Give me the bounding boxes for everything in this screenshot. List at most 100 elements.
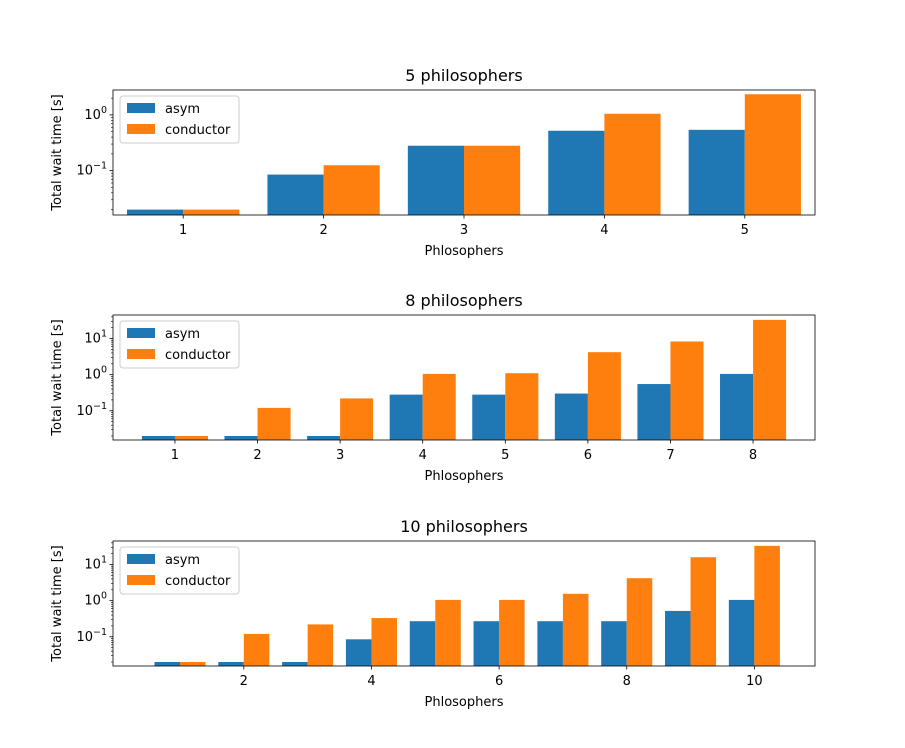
legend-swatch-conductor: [127, 349, 155, 359]
bar-conductor-4: [371, 618, 397, 666]
bar-conductor-10: [754, 545, 780, 666]
y-tick-label: 101: [84, 329, 107, 347]
y-tick-label: 100: [84, 365, 107, 383]
bar-asym-4: [389, 394, 423, 440]
bar-asym-8: [720, 373, 754, 440]
x-tick-label: 3: [460, 223, 468, 238]
axes-frame: [112, 314, 816, 441]
x-tick-label: 8: [749, 448, 757, 463]
x-tick-label: 10: [746, 674, 763, 689]
bar-conductor-3: [307, 624, 334, 666]
bar-asym-3: [307, 436, 341, 440]
x-tick-label: 4: [367, 674, 375, 689]
x-axis-label: Phlosophers: [425, 469, 504, 484]
y-tick-label: 10−1: [76, 161, 107, 179]
legend: asym conductor: [119, 95, 240, 144]
x-tick-label: 2: [240, 674, 248, 689]
y-tick-label: 100: [84, 105, 107, 123]
bar-conductor-2: [323, 165, 380, 215]
x-tick-label: 2: [319, 223, 327, 238]
bar-asym-5: [409, 621, 436, 666]
x-tick-label: 6: [495, 674, 503, 689]
x-tick-label: 2: [253, 448, 261, 463]
legend: asym conductor: [119, 546, 240, 595]
bar-asym-2: [218, 662, 244, 666]
bar-conductor-5: [744, 94, 801, 215]
bar-conductor-7: [670, 341, 704, 440]
bar-asym-5: [472, 394, 506, 440]
bar-conductor-4: [422, 373, 456, 440]
legend-label-asym: asym: [165, 102, 200, 117]
chart-panel-1: 100 10−1 1 2 3 4 5 5 philosophers Phlosophers Tot…: [50, 66, 816, 259]
y-axis-label: Total wait time [s]: [50, 94, 65, 211]
y-tick-label: 10−1: [76, 401, 107, 419]
x-tick-label: 1: [171, 448, 179, 463]
bar-conductor-6: [587, 352, 621, 440]
x-tick-label: 4: [600, 223, 608, 238]
bar-conductor-2: [243, 633, 270, 666]
bar-conductor-1: [174, 436, 208, 440]
x-axis-label: Phlosophers: [425, 244, 504, 259]
bar-conductor-7: [562, 593, 589, 666]
bar-asym-4: [548, 130, 605, 215]
y-axis-label: Total wait time [s]: [50, 319, 65, 436]
y-tick-label: 100: [84, 591, 107, 609]
legend-swatch-asym: [127, 328, 155, 338]
bar-asym-6: [554, 393, 588, 440]
y-tick-label: 10−1: [76, 627, 107, 645]
chart-panel-3: 101 100 10−1 2 4 6 8 10 10 philosophers Phlosophe…: [50, 517, 816, 710]
chart-title: 8 philosophers: [405, 291, 522, 310]
bar-asym-1: [127, 209, 184, 215]
bar-asym-2: [224, 436, 258, 440]
bar-conductor-9: [690, 557, 717, 666]
x-axis-label: Phlosophers: [425, 695, 504, 710]
bar-asym-1: [154, 662, 181, 666]
bar-conductor-6: [499, 599, 525, 666]
x-tick-label: 5: [501, 448, 509, 463]
x-tick-label: 1: [179, 223, 187, 238]
bar-asym-5: [688, 129, 745, 215]
legend: asym conductor: [119, 320, 240, 369]
legend-label-conductor: conductor: [165, 348, 231, 363]
x-tick-label: 4: [419, 448, 427, 463]
legend-swatch-asym: [127, 554, 155, 564]
bar-conductor-8: [626, 578, 653, 666]
y-tick-label: 101: [84, 555, 107, 573]
x-tick-label: 8: [623, 674, 631, 689]
bar-asym-9: [665, 610, 691, 666]
bar-conductor-1: [180, 662, 206, 666]
bar-asym-3: [282, 662, 308, 666]
bar-conductor-5: [505, 373, 539, 440]
bar-conductor-2: [257, 407, 291, 440]
bar-asym-7: [637, 384, 671, 440]
legend-swatch-asym: [127, 103, 155, 113]
bar-conductor-8: [753, 319, 787, 440]
bar-asym-1: [141, 436, 175, 440]
chart-title: 10 philosophers: [400, 517, 528, 536]
legend-label-asym: asym: [165, 327, 200, 342]
bar-conductor-5: [435, 599, 461, 666]
bar-asym-6: [473, 621, 500, 666]
legend-label-conductor: conductor: [165, 123, 231, 138]
axes-frame: [112, 540, 816, 667]
bar-asym-2: [267, 174, 324, 215]
x-tick-label: 7: [666, 448, 674, 463]
x-tick-label: 6: [584, 448, 592, 463]
axes-frame: [112, 89, 816, 216]
legend-swatch-conductor: [127, 575, 155, 585]
bar-asym-3: [407, 145, 464, 215]
bar-asym-8: [601, 621, 627, 666]
bar-conductor-3: [464, 145, 521, 215]
x-tick-label: 3: [336, 448, 344, 463]
bar-conductor-1: [183, 209, 240, 215]
y-axis-label: Total wait time [s]: [50, 545, 65, 662]
legend-label-asym: asym: [165, 553, 200, 568]
legend-label-conductor: conductor: [165, 574, 231, 589]
bar-conductor-3: [340, 398, 374, 440]
bar-conductor-4: [604, 113, 661, 215]
legend-swatch-conductor: [127, 124, 155, 134]
x-tick-label: 5: [741, 223, 749, 238]
bar-asym-4: [345, 639, 372, 666]
bar-asym-10: [728, 599, 755, 666]
